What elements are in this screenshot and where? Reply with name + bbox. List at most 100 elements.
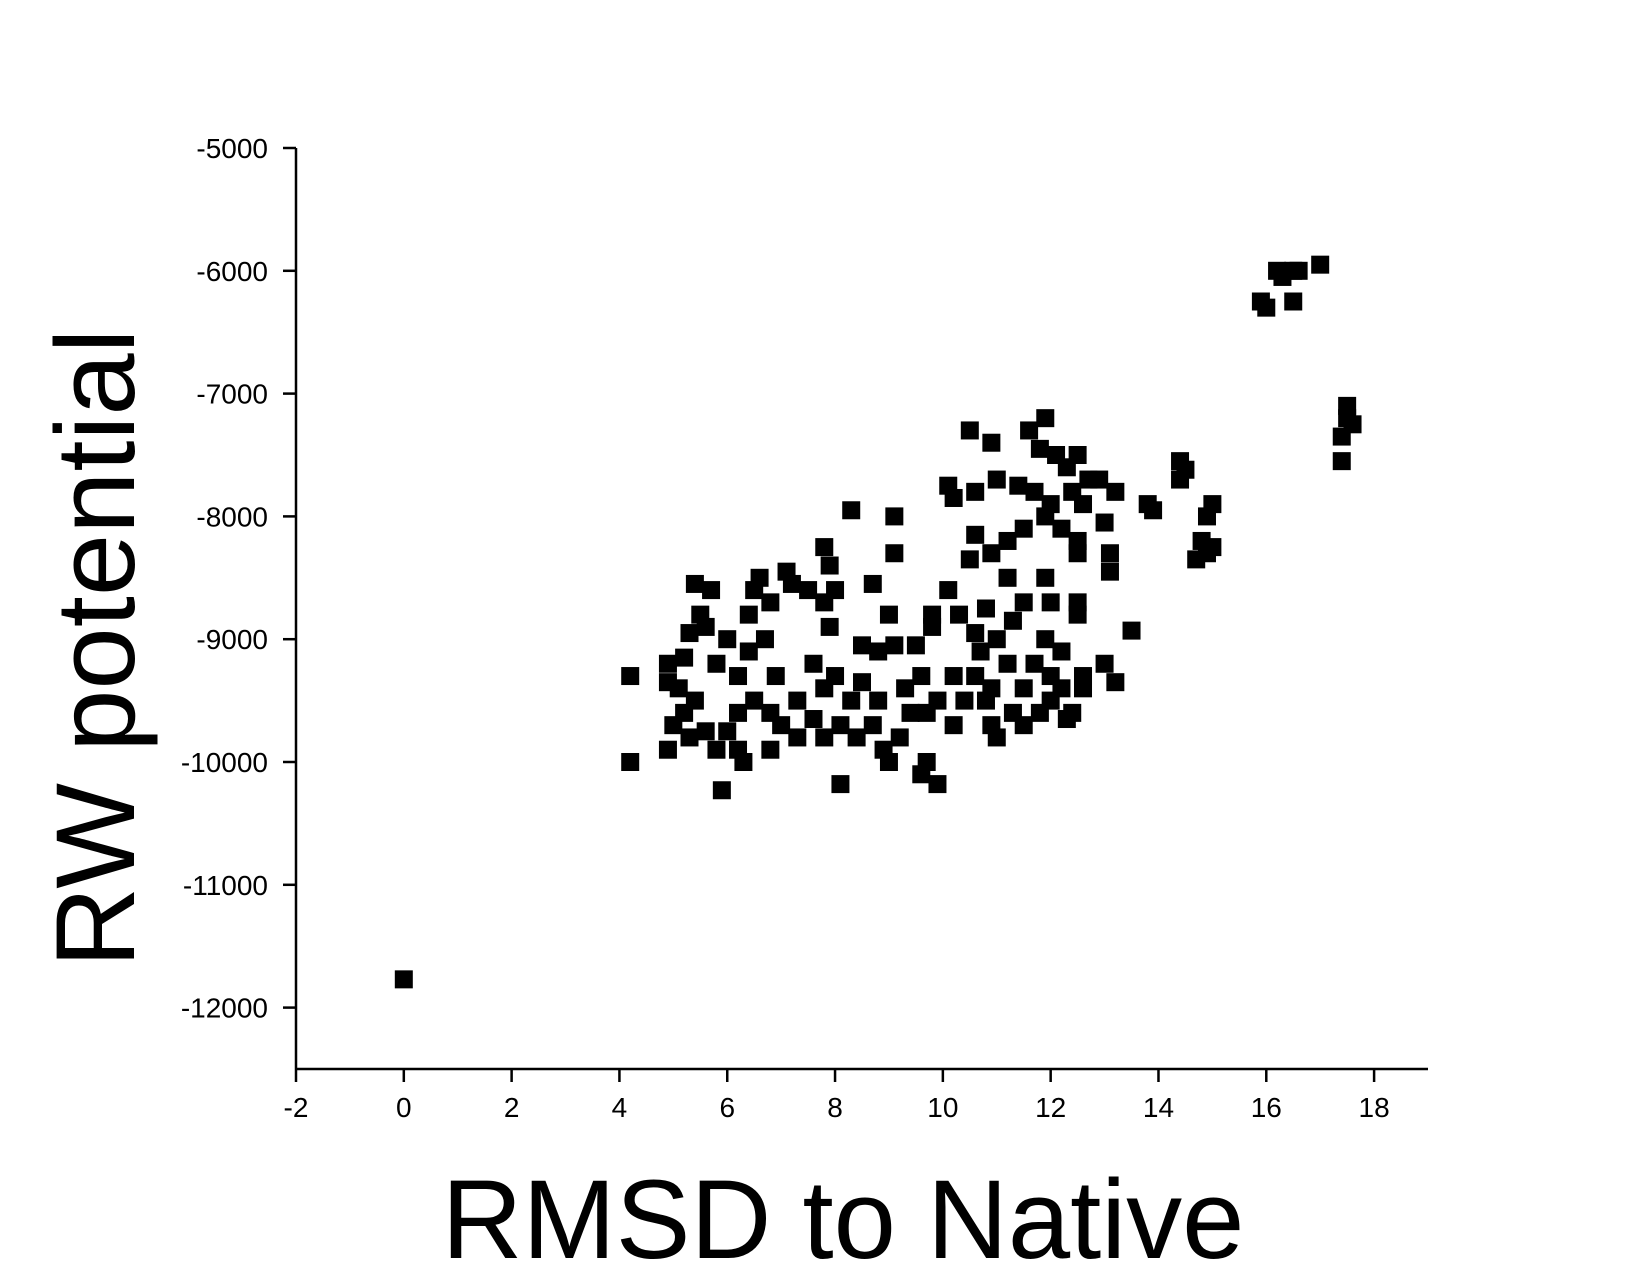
point (1068, 593, 1087, 612)
point (831, 775, 850, 794)
x-tick-label: 8 (827, 1092, 843, 1123)
point (815, 538, 834, 557)
point (847, 728, 866, 747)
point (950, 605, 969, 624)
y-axis-title: RW potential (33, 328, 158, 967)
point (669, 679, 688, 698)
point (987, 630, 1006, 649)
point (906, 636, 925, 655)
point (1036, 507, 1055, 526)
point (1052, 519, 1071, 538)
point (831, 716, 850, 735)
point (1106, 673, 1125, 692)
point (1009, 476, 1028, 495)
point (1197, 507, 1216, 526)
point (944, 667, 963, 686)
point (863, 716, 882, 735)
point (1332, 427, 1351, 446)
point (1047, 446, 1066, 464)
point (966, 667, 985, 686)
point (955, 691, 974, 710)
point (1074, 667, 1093, 686)
point (804, 654, 823, 673)
point (987, 470, 1006, 489)
point (680, 624, 699, 643)
point (712, 781, 731, 800)
point (1041, 667, 1060, 686)
point (1074, 495, 1093, 514)
x-tick-label: 18 (1359, 1092, 1390, 1123)
point (739, 605, 758, 624)
point (734, 753, 753, 771)
point (1284, 292, 1303, 311)
point (696, 617, 715, 636)
point (879, 753, 898, 771)
point (885, 636, 904, 655)
point (772, 716, 791, 735)
point (1273, 267, 1292, 286)
point (707, 740, 726, 759)
point (745, 581, 764, 600)
point (815, 728, 834, 747)
point (788, 691, 807, 710)
point (1014, 593, 1033, 612)
point (1171, 470, 1190, 489)
point (939, 581, 958, 600)
point (928, 691, 947, 710)
point (1014, 716, 1033, 735)
point (885, 507, 904, 526)
point (1144, 501, 1163, 520)
point (987, 728, 1006, 747)
x-tick-label: 12 (1035, 1092, 1066, 1123)
point (890, 728, 909, 747)
point (680, 728, 699, 747)
point (960, 421, 979, 440)
x-axis-title: RMSD to Native (442, 1157, 1245, 1275)
point (1025, 482, 1044, 501)
point (1036, 568, 1055, 587)
point (729, 703, 748, 722)
y-tick-label: -11000 (183, 870, 268, 901)
point (702, 581, 721, 600)
point (1289, 261, 1308, 280)
point (1036, 409, 1055, 428)
point (745, 691, 764, 710)
x-tick-label: 6 (719, 1092, 735, 1123)
y-tick-label: -9000 (196, 624, 268, 655)
point (729, 667, 748, 686)
point (1257, 298, 1276, 317)
point (944, 716, 963, 735)
point (685, 574, 704, 593)
y-tick-label: -6000 (196, 256, 268, 287)
point (971, 642, 990, 661)
point (820, 617, 839, 636)
point (869, 691, 888, 710)
point (718, 630, 737, 649)
point (799, 581, 818, 600)
x-tick-label: 2 (504, 1092, 520, 1123)
point (1052, 642, 1071, 661)
point (944, 488, 963, 507)
point (901, 703, 920, 722)
point (696, 722, 715, 741)
point (982, 679, 1001, 698)
point (982, 544, 1001, 563)
point (1203, 538, 1222, 557)
point (820, 556, 839, 575)
point (826, 667, 845, 686)
x-tick-label: 0 (396, 1092, 412, 1123)
point (804, 710, 823, 729)
point (658, 740, 677, 759)
point (1122, 621, 1141, 640)
point (394, 970, 413, 989)
y-tick-label: -5000 (196, 133, 268, 164)
point (853, 636, 871, 655)
point (685, 691, 704, 710)
y-tick-label: -10000 (181, 747, 268, 778)
point (863, 574, 882, 593)
point (966, 624, 985, 643)
point (976, 599, 995, 618)
point (966, 525, 985, 544)
point (853, 673, 871, 692)
